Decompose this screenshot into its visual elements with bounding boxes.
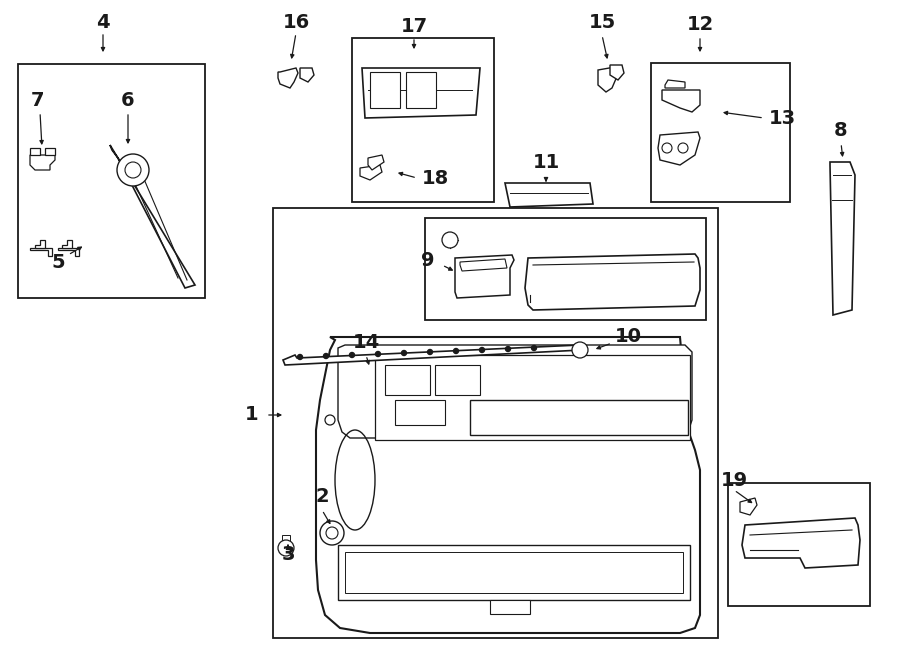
Bar bbox=[728, 483, 870, 606]
Text: 11: 11 bbox=[533, 153, 560, 173]
Bar bbox=[435, 365, 480, 395]
Polygon shape bbox=[300, 68, 314, 82]
Bar bbox=[385, 365, 430, 395]
Polygon shape bbox=[338, 345, 692, 438]
Circle shape bbox=[506, 346, 510, 352]
Polygon shape bbox=[665, 80, 685, 88]
Polygon shape bbox=[598, 67, 618, 92]
Polygon shape bbox=[742, 518, 860, 568]
Polygon shape bbox=[110, 145, 195, 288]
Text: 6: 6 bbox=[122, 91, 135, 110]
Circle shape bbox=[326, 527, 338, 539]
Polygon shape bbox=[283, 345, 582, 365]
Text: 3: 3 bbox=[281, 545, 295, 563]
Polygon shape bbox=[362, 68, 480, 118]
Text: 2: 2 bbox=[315, 488, 328, 506]
Bar bbox=[282, 535, 290, 543]
Bar bbox=[352, 38, 494, 202]
Polygon shape bbox=[525, 254, 700, 310]
Circle shape bbox=[278, 540, 294, 556]
Bar bbox=[273, 208, 718, 638]
Bar bbox=[375, 355, 690, 440]
Circle shape bbox=[401, 350, 407, 356]
Circle shape bbox=[454, 348, 458, 354]
Bar bbox=[345, 552, 683, 593]
Polygon shape bbox=[278, 68, 298, 88]
Polygon shape bbox=[610, 65, 624, 80]
Polygon shape bbox=[662, 90, 700, 112]
Circle shape bbox=[323, 354, 328, 358]
Circle shape bbox=[532, 346, 536, 350]
Polygon shape bbox=[505, 183, 593, 207]
Polygon shape bbox=[455, 255, 514, 298]
Circle shape bbox=[125, 162, 141, 178]
Circle shape bbox=[480, 348, 484, 352]
Polygon shape bbox=[460, 259, 507, 271]
Polygon shape bbox=[58, 248, 79, 256]
Circle shape bbox=[442, 232, 458, 248]
Circle shape bbox=[325, 415, 335, 425]
Circle shape bbox=[298, 354, 302, 360]
Polygon shape bbox=[316, 337, 700, 633]
Circle shape bbox=[428, 350, 433, 354]
Polygon shape bbox=[45, 148, 55, 155]
Circle shape bbox=[320, 521, 344, 545]
Circle shape bbox=[349, 352, 355, 358]
Circle shape bbox=[678, 143, 688, 153]
Polygon shape bbox=[360, 165, 382, 180]
Text: 19: 19 bbox=[720, 471, 748, 490]
Text: 10: 10 bbox=[615, 327, 642, 346]
Text: 16: 16 bbox=[283, 13, 310, 32]
Bar bbox=[425, 218, 706, 320]
Circle shape bbox=[375, 352, 381, 356]
Text: 14: 14 bbox=[353, 332, 380, 352]
Polygon shape bbox=[35, 240, 45, 248]
Text: 4: 4 bbox=[96, 13, 110, 32]
Bar bbox=[395, 400, 445, 425]
Bar bbox=[370, 72, 400, 108]
Bar bbox=[490, 600, 530, 614]
Polygon shape bbox=[658, 132, 700, 165]
Bar bbox=[406, 72, 436, 108]
Polygon shape bbox=[62, 240, 72, 248]
Text: 18: 18 bbox=[421, 169, 448, 188]
Polygon shape bbox=[740, 498, 757, 515]
Text: 5: 5 bbox=[51, 254, 65, 272]
Circle shape bbox=[117, 154, 149, 186]
Text: 13: 13 bbox=[769, 108, 796, 128]
Text: 12: 12 bbox=[687, 15, 714, 34]
Bar bbox=[338, 545, 690, 600]
Polygon shape bbox=[830, 162, 855, 315]
Bar bbox=[651, 63, 790, 202]
Circle shape bbox=[572, 342, 588, 358]
Polygon shape bbox=[368, 155, 384, 170]
Circle shape bbox=[662, 143, 672, 153]
Bar bbox=[470, 400, 688, 435]
Polygon shape bbox=[30, 148, 40, 155]
Text: 15: 15 bbox=[589, 13, 616, 32]
Text: 8: 8 bbox=[834, 120, 848, 139]
Text: 9: 9 bbox=[421, 251, 435, 270]
Bar bbox=[18, 64, 205, 298]
Text: 17: 17 bbox=[400, 17, 428, 36]
Polygon shape bbox=[30, 248, 52, 256]
Text: 7: 7 bbox=[31, 91, 44, 110]
Text: 1: 1 bbox=[245, 405, 259, 424]
Polygon shape bbox=[30, 155, 55, 170]
